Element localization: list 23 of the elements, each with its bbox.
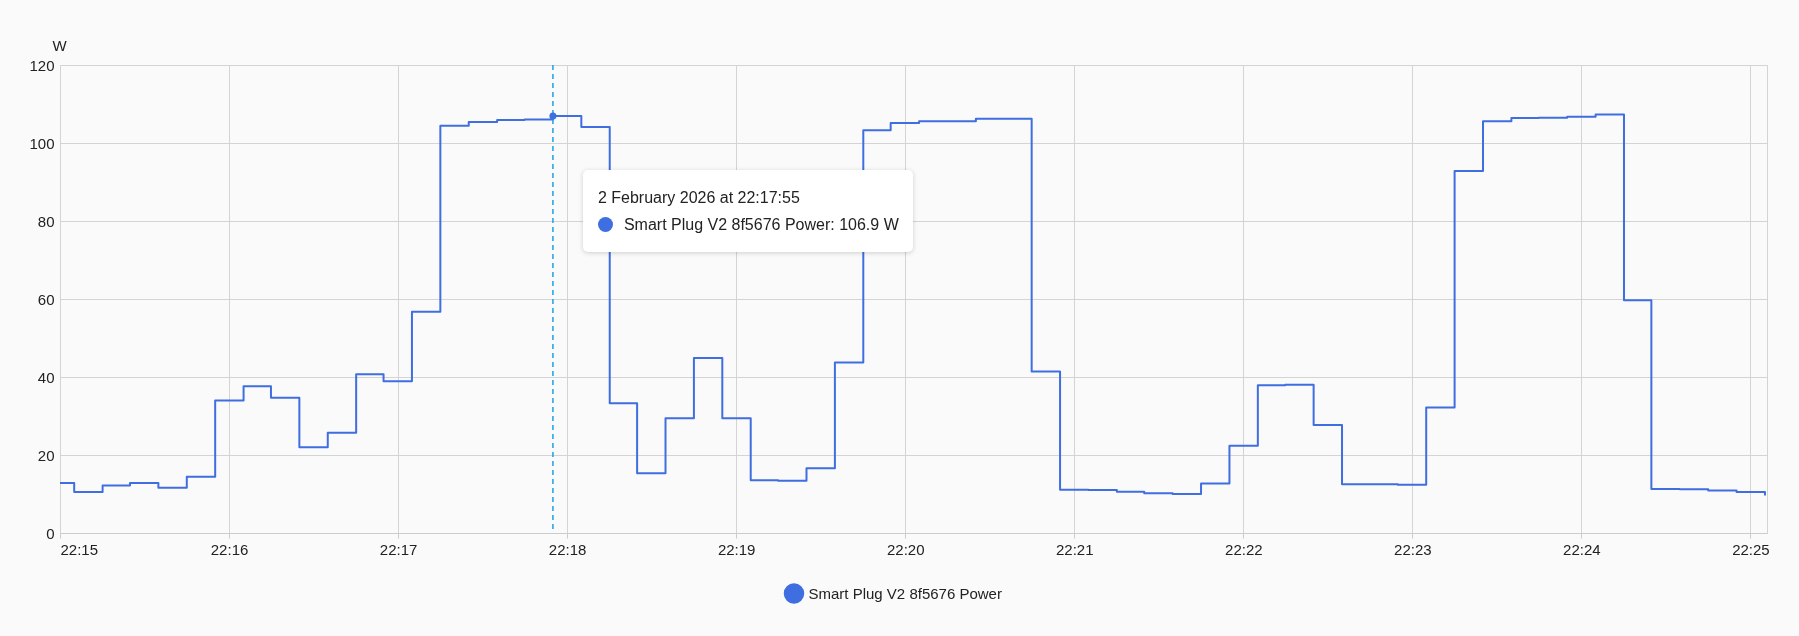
y-tick-label: 120 — [29, 56, 55, 74]
x-tick-label: 22:16 — [210, 540, 249, 558]
annotation: Smart Plug V2 8f5676 Power: 106.9 W — [622, 215, 899, 235]
x-tick-label: 22:25 — [1732, 540, 1770, 558]
y-axis-title: W — [52, 36, 68, 54]
y-tick-label: 60 — [37, 290, 55, 308]
x-tick-label: 22:17 — [379, 540, 418, 558]
x-tick-label: 22:21 — [1055, 540, 1094, 558]
tooltip: 2 February 2026 at 22:17:55 Smart Plug V2 8f5676 Power: 106.9 W — [582, 170, 913, 252]
x-tick-label: 22:15 — [60, 540, 99, 558]
y-tick-label: 80 — [37, 212, 55, 230]
y-tick-label: 20 — [37, 446, 55, 464]
y-tick-label: 40 — [37, 368, 55, 386]
y-tick-label: 0 — [46, 524, 55, 542]
x-tick-label: 22:22 — [1225, 540, 1263, 558]
annotation: 2 February 2026 at 22:17:55 — [597, 188, 801, 208]
y-tick-label: 100 — [29, 134, 55, 152]
legend-label: Smart Plug V2 8f5676 Power — [808, 584, 1002, 602]
x-tick-label: 22:19 — [717, 540, 756, 558]
x-tick-label: 22:24 — [1563, 540, 1601, 558]
x-tick-label: 22:23 — [1394, 540, 1432, 558]
x-tick-label: 22:20 — [886, 540, 925, 558]
x-tick-label: 22:18 — [548, 540, 587, 558]
